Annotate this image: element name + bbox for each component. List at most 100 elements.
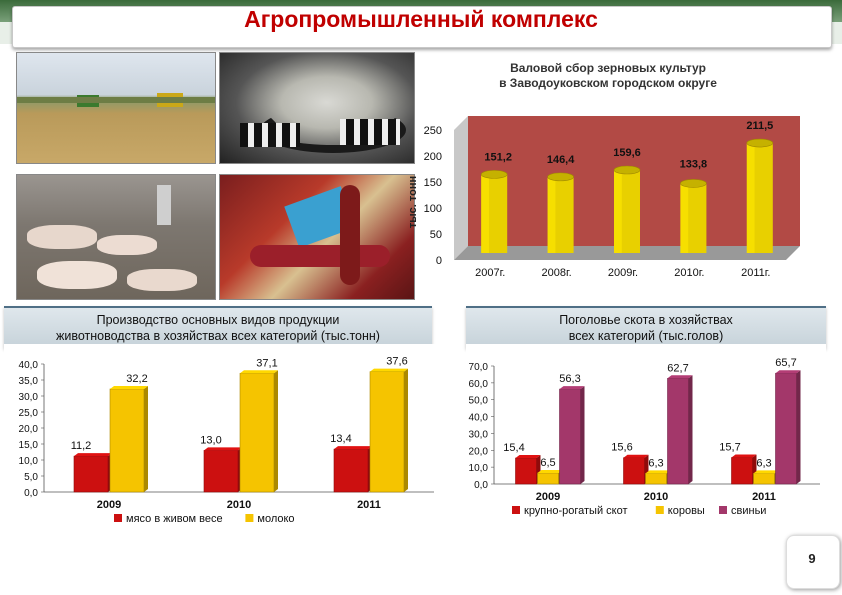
chart3-xtick: 2011 [752, 491, 776, 503]
title-frame [12, 6, 832, 48]
chart3-bar-top [731, 454, 757, 458]
chart3-bar [559, 388, 581, 485]
chart3-ytick: 60,0 [469, 379, 489, 390]
chart1-ytick: 100 [424, 203, 442, 215]
chart3-ytick: 20,0 [469, 446, 489, 457]
chart1-xtick: 2011г. [741, 267, 770, 279]
chart2-ytick: 35,0 [19, 376, 39, 387]
chart3-bar [645, 473, 667, 485]
dairy-farm-photo [219, 52, 415, 164]
chart1-ytick: 0 [436, 255, 442, 267]
livestock-production-panel [4, 344, 440, 530]
chart3-bar-top [645, 470, 671, 474]
chart1-value-label: 151,2 [484, 151, 512, 163]
chart2-bar-top [240, 370, 278, 374]
chart1-ytick: 150 [424, 177, 442, 189]
chart1-bar-top [746, 138, 774, 148]
chart3-bar-top [753, 470, 779, 474]
chart3-bar-top [515, 455, 541, 459]
chart3-ytick: 40,0 [469, 413, 489, 424]
chart3-xtick: 2009 [536, 491, 560, 503]
chart2-value-label: 11,2 [71, 440, 92, 452]
chart3-bar [515, 457, 537, 485]
livestock-production-title: Производство основных видов продукции жи… [56, 313, 380, 343]
chart2-bar-top [334, 446, 372, 450]
chart1-xtick: 2007г. [475, 267, 505, 279]
chart3-xtick: 2010 [644, 491, 668, 503]
chart3-bar-side [688, 375, 693, 484]
chart2-bar [369, 371, 405, 493]
chart1-ytick: 250 [424, 125, 442, 137]
chart3-bar-top [667, 375, 693, 379]
chart2-bar [73, 455, 109, 493]
chart2-legend-label: молоко [257, 513, 294, 525]
chart3-ytick: 70,0 [469, 362, 489, 373]
chart1-xtick: 2010г. [674, 267, 704, 279]
chart2-xtick: 2009 [97, 499, 121, 511]
chart3-value-label: 6,5 [540, 457, 555, 469]
chart1-bar-highlight [614, 170, 622, 253]
chart3-bar-top [623, 454, 649, 458]
livestock-headcount-chart: 0,0 10,0 20,0 30,0 40,0 50,0 60,0 70,0 15,4 6,5 56… [469, 357, 820, 517]
chart1-side-wall [454, 116, 468, 260]
chart2-value-label: 13,4 [330, 433, 351, 445]
chart2-legend-label: мясо в живом весе [126, 513, 223, 525]
chart2-xtick: 2011 [357, 499, 381, 511]
chart1-bar-highlight [680, 183, 689, 253]
chart2-bar-side [274, 370, 278, 492]
chart3-ytick: 0,0 [474, 480, 488, 491]
chart3-value-label: 15,6 [611, 442, 632, 454]
chart1-bar-top [680, 179, 707, 188]
chart1-xtick: 2009г. [608, 267, 638, 279]
chart1-ytick: 200 [424, 151, 442, 163]
chart3-bar [731, 457, 753, 485]
chart3-ytick: 10,0 [469, 463, 489, 474]
chart3-legend-swatch [719, 506, 727, 514]
chart2-ytick: 0,0 [24, 488, 38, 499]
chart3-legend-label: крупно-рогатый скот [524, 505, 628, 517]
chart1-value-label: 146,4 [547, 154, 575, 166]
chart1-ylabel: тыс. тонн [407, 176, 419, 228]
chart3-legend-label: свиньи [731, 505, 766, 517]
chart2-bar [239, 372, 275, 493]
chart3-bar-top [537, 470, 563, 474]
chart3-value-label: 6,3 [756, 457, 771, 469]
chart1-bar-top [547, 172, 574, 182]
chart2-legend-swatch [114, 514, 122, 522]
chart2-bar-top [110, 385, 148, 389]
chart2-bar-side [144, 385, 148, 492]
chart2-value-label: 37,6 [386, 356, 407, 368]
livestock-headcount-title: Поголовье скота в хозяйствах всех катего… [559, 313, 733, 343]
livestock-headcount-label: Поголовье скота в хозяйствах всех катего… [466, 306, 826, 348]
chart1-bar-highlight [547, 176, 556, 253]
chart3-value-label: 65,7 [775, 357, 796, 369]
chart3-ytick: 30,0 [469, 429, 489, 440]
chart2-ytick: 40,0 [19, 360, 39, 371]
chart2-xtick: 2010 [227, 499, 251, 511]
chart2-ytick: 30,0 [19, 392, 39, 403]
livestock-production-chart: 0,0 5,0 10,0 15,0 20,0 25,0 30,0 35,0 40,0 11,2 32… [19, 356, 434, 525]
chart3-bar [753, 473, 775, 485]
chart3-bar [775, 372, 797, 485]
chart1-bar-highlight [481, 174, 489, 253]
chart1-ytick: 50 [430, 229, 442, 241]
chart2-ytick: 5,0 [24, 472, 38, 483]
chart1-title-line: в Заводоуковском городском округе [499, 76, 717, 90]
wheat-harvest-photo [16, 52, 216, 164]
pig-farm-photo [16, 174, 216, 300]
chart2-ytick: 15,0 [19, 440, 39, 451]
chart2-bar [333, 448, 369, 493]
chart3-legend-swatch [655, 506, 664, 514]
chart1-value-label: 211,5 [746, 120, 773, 132]
chart3-bar-top [775, 370, 801, 374]
chart1-bar-top [480, 170, 508, 179]
chart3-ytick: 50,0 [469, 396, 489, 407]
page-number: 9 [808, 551, 816, 566]
chart2-bar [203, 450, 239, 493]
chart3-bar-side [796, 370, 801, 484]
chart2-legend-swatch [245, 514, 254, 522]
chart3-value-label: 15,4 [503, 442, 524, 454]
page-number-box [786, 535, 840, 589]
chart3-value-label: 62,7 [667, 362, 688, 374]
